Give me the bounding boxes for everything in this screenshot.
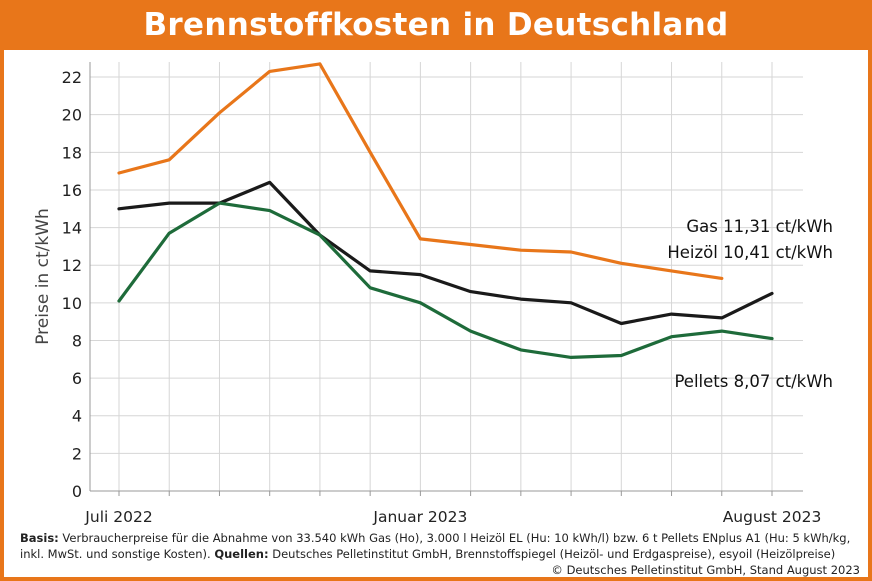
chart-title: Brennstoffkosten in Deutschland	[143, 7, 729, 43]
x-tick-label: Januar 2023	[372, 508, 467, 526]
footer-line-1: Basis: Verbraucherpreise für die Abnahme…	[20, 530, 860, 546]
y-tick-label: 6	[72, 369, 82, 388]
series-line-pellets	[117, 201, 774, 359]
basis-text-cont: inkl. MwSt. und sonstige Kosten).	[20, 547, 215, 561]
basis-text: Verbraucherpreise für die Abnahme von 33…	[58, 531, 851, 545]
x-tick-label: Juli 2022	[84, 508, 152, 526]
y-tick-label: 22	[62, 68, 82, 87]
chart-panel	[4, 50, 868, 577]
y-tick-label: 18	[62, 143, 82, 162]
basis-label: Basis:	[20, 531, 59, 545]
y-tick-label: 20	[62, 106, 82, 125]
quellen-text: Deutsches Pelletinstitut GmbH, Brennstof…	[268, 547, 836, 561]
series-line-heizoel	[117, 180, 774, 326]
y-tick-label: 4	[72, 407, 82, 426]
y-tick-label: 2	[72, 444, 82, 463]
y-tick-label: 8	[72, 331, 82, 350]
y-tick-label: 10	[62, 294, 82, 313]
chart-footer: Basis: Verbraucherpreise für die Abnahme…	[20, 530, 860, 578]
annotation-pellets: Pellets 8,07 ct/kWh	[674, 372, 833, 391]
quellen-label: Quellen:	[214, 547, 269, 561]
x-tick-label: August 2023	[723, 508, 822, 526]
y-tick-label: 14	[62, 219, 82, 238]
annotation-gas: Gas 11,31 ct/kWh	[686, 217, 833, 236]
series-line-gas	[117, 62, 724, 280]
y-tick-label: 12	[62, 256, 82, 275]
copyright-line: © Deutsches Pelletinstitut GmbH, Stand A…	[551, 563, 860, 577]
y-tick-label: 0	[72, 482, 82, 501]
annotation-heizoel: Heizöl 10,41 ct/kWh	[667, 243, 833, 262]
y-tick-label: 16	[62, 181, 82, 200]
footer-line-2: inkl. MwSt. und sonstige Kosten). Quelle…	[20, 546, 860, 562]
y-axis-title: Preise in ct/kWh	[33, 208, 53, 345]
